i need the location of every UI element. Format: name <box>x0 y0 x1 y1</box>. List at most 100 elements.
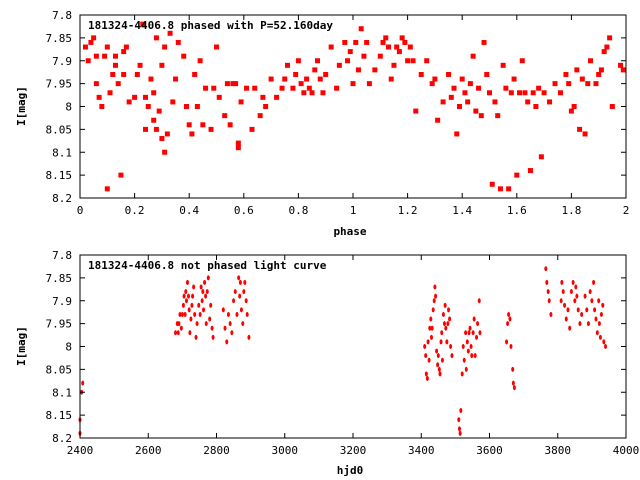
phased-data-point <box>484 71 490 77</box>
phased-data-point <box>402 39 408 45</box>
unphased-data-point <box>200 298 204 304</box>
phased-data-point <box>440 99 446 105</box>
unphased-data-point <box>448 316 452 322</box>
phased-data-point <box>607 35 613 41</box>
unphased-data-point <box>563 302 567 308</box>
unphased-data-point <box>210 325 214 331</box>
phased-data-point <box>366 81 372 87</box>
unphased-panel: 2400 2600 2800 3000 3200 3400 3600 3800 4000 7.8… <box>15 249 639 477</box>
unphased-data-point <box>232 298 236 304</box>
unphased-x-tick-label: 2400 <box>67 444 94 457</box>
unphased-data-point <box>466 348 470 354</box>
unphased-data-point <box>199 284 203 290</box>
unphased-data-point <box>425 376 429 382</box>
phased-data-point <box>235 140 241 146</box>
unphased-data-point <box>440 357 444 363</box>
unphased-data-point <box>507 311 511 317</box>
phased-data-point <box>405 58 411 64</box>
phased-data-point <box>121 49 127 55</box>
phased-data-point <box>192 71 198 77</box>
unphased-data-point <box>560 279 564 285</box>
phased-data-point <box>582 131 588 137</box>
phased-x-tick-label: 1 <box>350 204 357 217</box>
unphased-data-point <box>447 307 451 313</box>
phased-data-point <box>309 90 315 96</box>
unphased-data-point <box>434 293 438 299</box>
unphased-data-point <box>426 339 430 345</box>
phased-data-point <box>306 85 312 91</box>
phased-data-point <box>541 90 547 96</box>
unphased-data-point <box>201 289 205 295</box>
phased-data-point <box>304 76 310 82</box>
unphased-data-point <box>428 325 432 331</box>
phased-data-point <box>145 104 151 109</box>
phased-data-point <box>355 67 361 73</box>
unphased-x-tick-label: 3200 <box>340 444 367 457</box>
phased-data-point <box>478 113 484 119</box>
phased-data-point <box>522 90 528 96</box>
unphased-data-point <box>573 298 577 304</box>
phased-data-point <box>244 85 250 91</box>
unphased-data-point <box>478 330 482 336</box>
unphased-x-tick-label: 3400 <box>408 444 435 457</box>
unphased-data-point <box>181 302 185 308</box>
unphased-x-tick-label: 2800 <box>203 444 230 457</box>
unphased-data-point <box>445 339 449 345</box>
unphased-data-point <box>244 298 248 304</box>
unphased-data-point <box>505 339 509 345</box>
phased-data-point <box>249 126 255 132</box>
phased-data-point <box>552 81 558 87</box>
unphased-data-point <box>437 366 441 372</box>
unphased-y-tick-label: 8.15 <box>46 409 73 422</box>
unphased-data-point <box>190 302 194 308</box>
phased-data-point <box>159 136 165 142</box>
phased-data-point <box>527 168 533 174</box>
phased-data-point <box>293 71 299 77</box>
phased-data-point <box>396 49 402 55</box>
phased-data-point <box>508 90 514 96</box>
phased-data-point <box>465 99 471 105</box>
unphased-data-point <box>586 321 590 327</box>
unphased-data-point <box>545 279 549 285</box>
phased-data-point <box>132 94 138 100</box>
unphased-data-point <box>185 279 189 285</box>
unphased-data-point <box>238 279 242 285</box>
unphased-data-point <box>439 339 443 345</box>
unphased-data-point <box>197 302 201 308</box>
unphased-data-point <box>604 344 608 349</box>
phased-data-point <box>467 81 473 87</box>
phased-data-point <box>620 67 626 73</box>
phased-data-point <box>274 94 280 100</box>
unphased-data-point <box>221 307 225 313</box>
unphased-data-point <box>465 339 469 345</box>
unphased-data-point <box>549 311 553 317</box>
phased-data-point <box>446 71 452 77</box>
phased-data-point <box>151 117 157 123</box>
unphased-data-point <box>182 293 186 299</box>
unphased-data-point <box>230 330 234 336</box>
unphased-y-tick-label: 7.85 <box>46 272 73 285</box>
phased-data-point <box>459 76 465 82</box>
unphased-data-point <box>506 321 510 327</box>
phased-data-point <box>574 67 580 73</box>
phased-data-point <box>194 104 200 109</box>
phased-y-tick-label: 8.05 <box>46 123 73 136</box>
unphased-data-point <box>588 289 592 295</box>
unphased-data-point <box>194 334 198 340</box>
phased-data-point <box>519 58 525 64</box>
phased-data-point <box>279 85 285 91</box>
phased-data-point <box>260 94 266 100</box>
unphased-data-point <box>568 325 572 331</box>
unphased-data-point <box>243 279 247 285</box>
phased-data-point <box>208 126 214 132</box>
phased-data-point <box>481 39 487 45</box>
unphased-data-point <box>432 298 436 304</box>
phased-x-tick-label: 0.2 <box>125 204 145 217</box>
unphased-x-tick-label: 4000 <box>613 444 640 457</box>
unphased-y-axis-label: I[mag] <box>15 326 28 366</box>
unphased-data-point <box>597 321 601 327</box>
phased-y-tick-label: 8.2 <box>52 192 72 205</box>
unphased-data-point <box>176 330 180 336</box>
phased-data-point <box>104 186 110 192</box>
unphased-data-point <box>464 330 468 336</box>
